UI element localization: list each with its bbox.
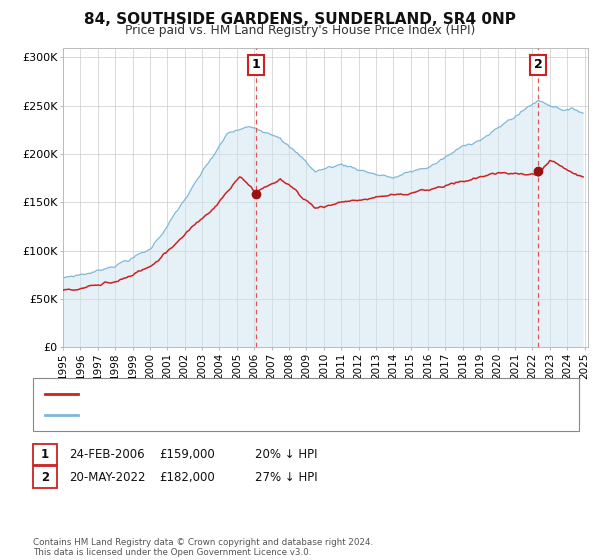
Text: 20% ↓ HPI: 20% ↓ HPI [255, 448, 317, 461]
Text: 1: 1 [251, 58, 260, 72]
Text: £182,000: £182,000 [159, 470, 215, 484]
Text: Price paid vs. HM Land Registry's House Price Index (HPI): Price paid vs. HM Land Registry's House … [125, 24, 475, 36]
Text: HPI: Average price, detached house, Sunderland: HPI: Average price, detached house, Sund… [87, 410, 352, 420]
Text: Contains HM Land Registry data © Crown copyright and database right 2024.
This d: Contains HM Land Registry data © Crown c… [33, 538, 373, 557]
Text: £159,000: £159,000 [159, 448, 215, 461]
Text: 84, SOUTHSIDE GARDENS, SUNDERLAND, SR4 0NP (detached house): 84, SOUTHSIDE GARDENS, SUNDERLAND, SR4 0… [87, 389, 466, 399]
Text: 20-MAY-2022: 20-MAY-2022 [69, 470, 146, 484]
Text: 1: 1 [41, 448, 49, 461]
Text: 2: 2 [41, 470, 49, 484]
Text: 2: 2 [534, 58, 542, 72]
Text: 24-FEB-2006: 24-FEB-2006 [69, 448, 145, 461]
Text: 84, SOUTHSIDE GARDENS, SUNDERLAND, SR4 0NP: 84, SOUTHSIDE GARDENS, SUNDERLAND, SR4 0… [84, 12, 516, 27]
Text: 27% ↓ HPI: 27% ↓ HPI [255, 470, 317, 484]
